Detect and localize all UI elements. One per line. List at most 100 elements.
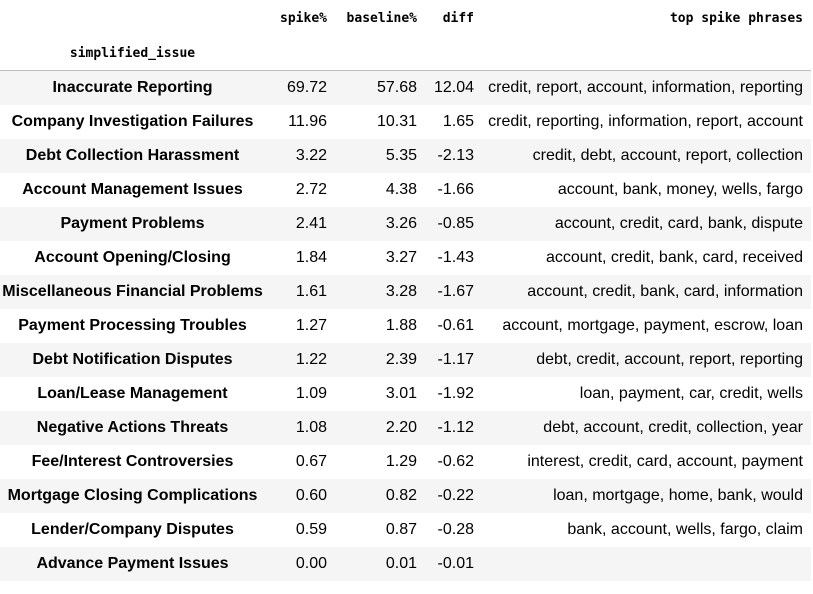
index-cell: Debt Notification Disputes — [32, 351, 233, 368]
diff-cell: -0.62 — [437, 453, 474, 470]
spike-cell: 1.61 — [295, 283, 327, 300]
table-row: Negative Actions Threats 1.08 2.20 -1.12 deb… — [0, 411, 811, 445]
phrases-cell: account, credit, bank, card, information — [527, 283, 803, 300]
spike-cell: 1.09 — [295, 385, 327, 402]
phrases-cell: interest, credit, card, account, payment — [527, 453, 803, 470]
spike-cell: 1.27 — [295, 317, 327, 334]
baseline-cell: 5.35 — [385, 147, 417, 164]
baseline-cell: 3.28 — [385, 283, 417, 300]
column-header-baseline: baseline% — [346, 10, 417, 26]
index-cell: Account Opening/Closing — [34, 249, 231, 266]
baseline-cell: 1.29 — [385, 453, 417, 470]
phrases-cell: account, credit, bank, card, received — [545, 249, 803, 266]
table-row: Mortgage Closing Complications 0.60 0.82 -0… — [0, 479, 811, 513]
table-row: Inaccurate Reporting 69.72 57.68 12.04 credi… — [0, 70, 811, 105]
diff-cell: 1.65 — [442, 113, 474, 130]
table-row: Advance Payment Issues 0.00 0.01 -0.01 — [0, 547, 811, 581]
baseline-cell: 4.38 — [385, 181, 417, 198]
diff-cell: -1.67 — [437, 283, 474, 300]
diff-cell: -0.22 — [437, 487, 474, 504]
diff-cell: -2.13 — [437, 147, 474, 164]
blank-header-cell — [335, 36, 425, 71]
blank-header-cell — [482, 36, 811, 71]
diff-cell: -0.01 — [437, 555, 474, 572]
column-header-diff: diff — [442, 10, 474, 26]
table-row: Company Investigation Failures 11.96 10.31… — [0, 105, 811, 139]
baseline-cell: 3.27 — [385, 249, 417, 266]
spike-cell: 1.84 — [295, 249, 327, 266]
index-cell: Payment Processing Troubles — [18, 317, 247, 334]
table-row: Loan/Lease Management 1.09 3.01 -1.92 loan, … — [0, 377, 811, 411]
spike-cell: 2.72 — [295, 181, 327, 198]
spike-cell: 11.96 — [288, 113, 327, 130]
phrases-cell: debt, account, credit, collection, year — [543, 419, 803, 436]
baseline-cell: 3.26 — [385, 215, 417, 232]
phrases-cell — [482, 547, 811, 581]
baseline-cell: 57.68 — [376, 79, 417, 96]
blank-header-cell — [0, 0, 265, 36]
table-row: Payment Problems 2.41 3.26 -0.85 account, cr… — [0, 207, 811, 241]
index-cell: Advance Payment Issues — [36, 555, 229, 572]
phrases-cell: credit, reporting, information, report, … — [488, 113, 803, 130]
diff-cell: -1.66 — [437, 181, 474, 198]
spike-cell: 3.22 — [295, 147, 327, 164]
index-cell: Payment Problems — [60, 215, 205, 232]
index-cell: Mortgage Closing Complications — [7, 487, 258, 504]
table-row: Debt Notification Disputes 1.22 2.39 -1.17 d… — [0, 343, 811, 377]
baseline-cell: 2.39 — [385, 351, 417, 368]
column-header-phrases: top spike phrases — [669, 10, 803, 26]
baseline-cell: 2.20 — [385, 419, 417, 436]
index-cell: Inaccurate Reporting — [52, 79, 213, 96]
diff-cell: -1.17 — [437, 351, 474, 368]
table-row: Fee/Interest Controversies 0.67 1.29 -0.62 i… — [0, 445, 811, 479]
index-cell: Account Management Issues — [22, 181, 243, 198]
diff-cell: -0.61 — [437, 317, 474, 334]
diff-cell: -1.12 — [437, 419, 474, 436]
phrases-cell: account, credit, card, bank, dispute — [554, 215, 803, 232]
baseline-cell: 1.88 — [385, 317, 417, 334]
column-header-spike: spike% — [280, 10, 327, 26]
index-cell: Miscellaneous Financial Problems — [2, 283, 263, 300]
spike-cell: 1.22 — [295, 351, 327, 368]
table-row: Miscellaneous Financial Problems 1.61 3.28… — [0, 275, 811, 309]
spike-cell: 0.00 — [295, 555, 327, 572]
phrases-cell: account, bank, money, wells, fargo — [557, 181, 803, 198]
column-header-row: spike% baseline% diff top spike phrases — [0, 0, 811, 36]
index-cell: Debt Collection Harassment — [25, 147, 240, 164]
table-row: Account Management Issues 2.72 4.38 -1.66 ac… — [0, 173, 811, 207]
baseline-cell: 0.01 — [385, 555, 417, 572]
index-cell: Fee/Interest Controversies — [31, 453, 234, 470]
index-cell: Loan/Lease Management — [37, 385, 228, 402]
phrases-cell: debt, credit, account, report, reporting — [536, 351, 803, 368]
diff-cell: 12.04 — [433, 79, 474, 96]
blank-header-cell — [425, 36, 482, 71]
spike-cell: 0.60 — [295, 487, 327, 504]
table-row: Account Opening/Closing 1.84 3.27 -1.43 acco… — [0, 241, 811, 275]
table-row: Lender/Company Disputes 0.59 0.87 -0.28 bank… — [0, 513, 811, 547]
phrases-cell: bank, account, wells, fargo, claim — [567, 521, 803, 538]
phrases-cell: credit, report, account, information, re… — [488, 79, 803, 96]
table-body: Inaccurate Reporting 69.72 57.68 12.04 credi… — [0, 70, 811, 581]
index-cell: Negative Actions Threats — [36, 419, 229, 436]
blank-header-cell — [265, 36, 335, 71]
spike-cell: 2.41 — [295, 215, 327, 232]
phrases-cell: loan, mortgage, home, bank, would — [553, 487, 803, 504]
diff-cell: -0.85 — [437, 215, 474, 232]
baseline-cell: 0.87 — [385, 521, 417, 538]
index-name-header: simplified_issue — [69, 45, 196, 61]
spike-cell: 1.08 — [295, 419, 327, 436]
baseline-cell: 3.01 — [385, 385, 417, 402]
phrases-cell: loan, payment, car, credit, wells — [579, 385, 803, 402]
baseline-cell: 10.31 — [376, 113, 417, 130]
dataframe-table: spike% baseline% diff top spike phrases … — [0, 0, 811, 581]
phrases-cell: credit, debt, account, report, collectio… — [532, 147, 803, 164]
table-header: spike% baseline% diff top spike phrases … — [0, 0, 811, 71]
spike-cell: 0.59 — [295, 521, 327, 538]
index-name-row: simplified_issue — [0, 36, 811, 71]
spike-cell: 0.67 — [295, 453, 327, 470]
index-cell: Lender/Company Disputes — [31, 521, 234, 538]
spike-cell: 69.72 — [286, 79, 327, 96]
diff-cell: -0.28 — [437, 521, 474, 538]
diff-cell: -1.43 — [437, 249, 474, 266]
